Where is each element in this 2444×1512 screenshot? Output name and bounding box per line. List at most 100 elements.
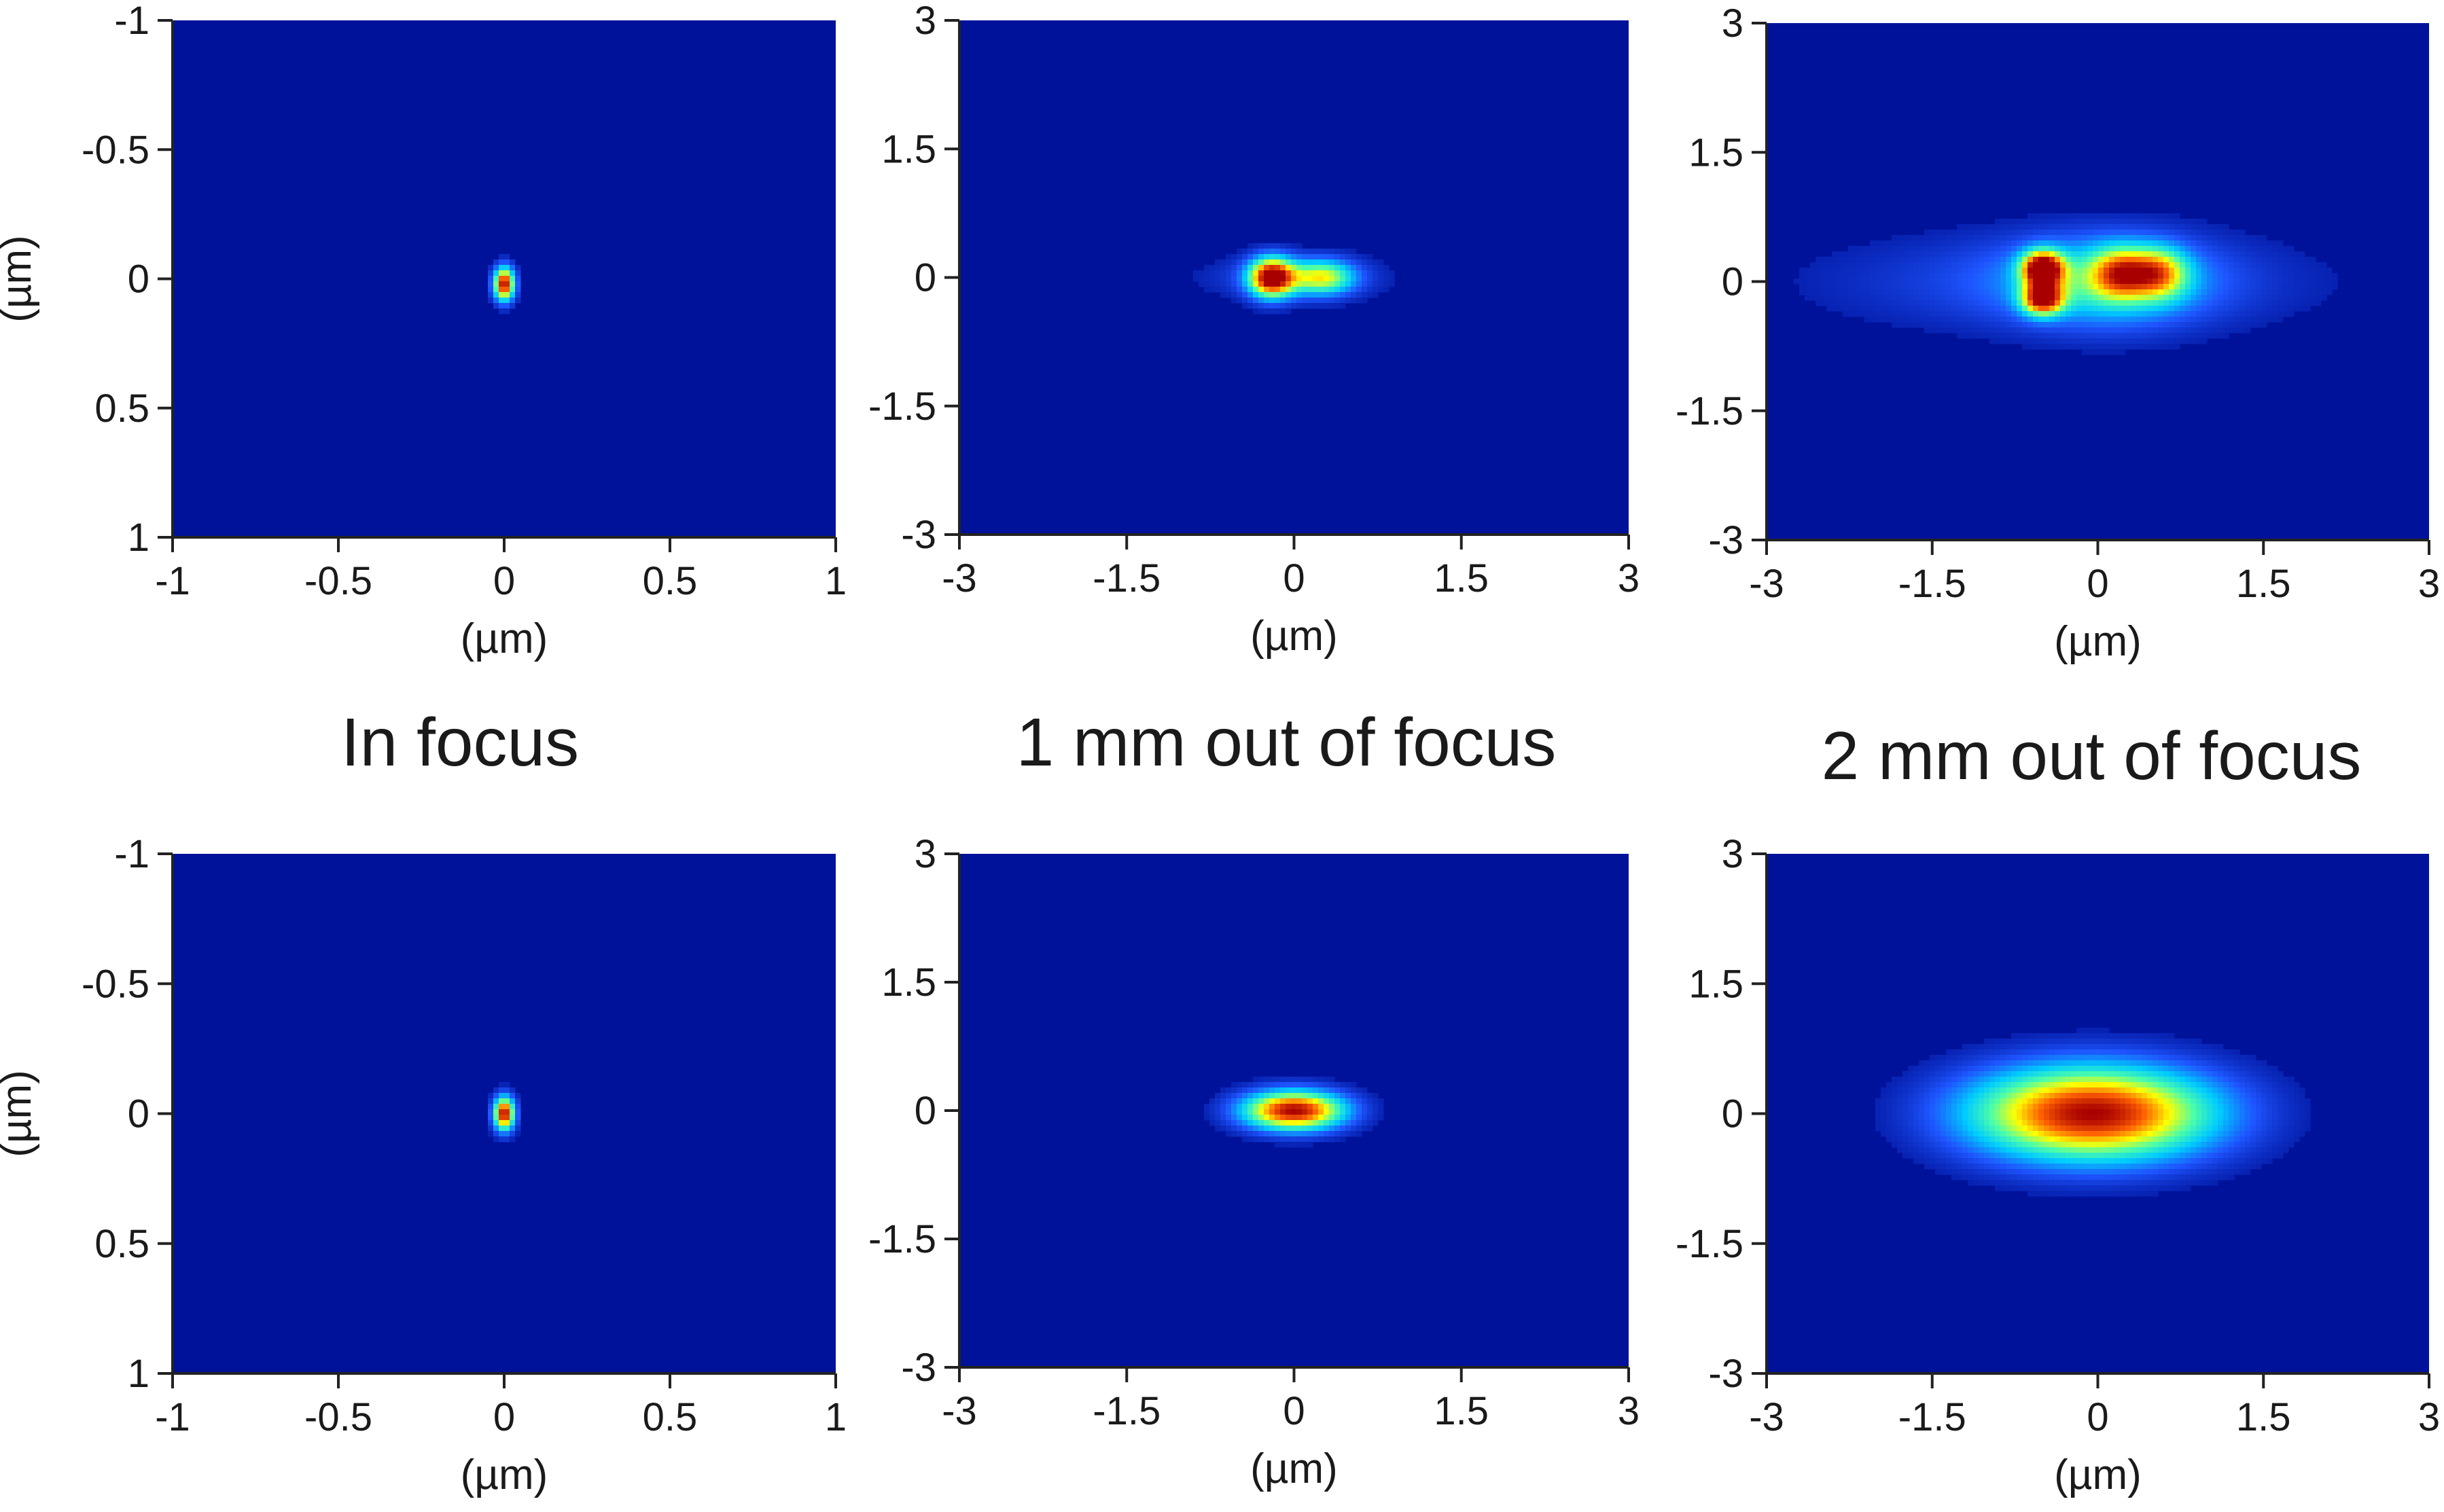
- heatmap-cell: [1886, 262, 1892, 268]
- heatmap-cell: [2011, 1104, 2017, 1110]
- heatmap-cell: [2033, 333, 2039, 339]
- heatmap-cell: [2093, 219, 2099, 225]
- heatmap-cell: [510, 1120, 516, 1126]
- heatmap-cell: [1356, 1087, 1362, 1094]
- heatmap-cell: [2299, 262, 2305, 268]
- heatmap-cell: [499, 254, 505, 260]
- heatmap-cell: [1968, 295, 1974, 301]
- heatmap-cell: [1989, 1060, 1996, 1066]
- heatmap-cell: [499, 1109, 505, 1115]
- heatmap-cell: [2180, 1136, 2186, 1142]
- heatmap-cell: [1367, 287, 1373, 293]
- heatmap-cell: [1269, 1104, 1275, 1110]
- heatmap-cell: [1864, 289, 1871, 295]
- heatmap-cell: [1989, 1109, 1996, 1115]
- heatmap-cell: [1329, 249, 1335, 255]
- heatmap-cell: [1220, 259, 1226, 266]
- heatmap-cell: [1870, 273, 1876, 279]
- heatmap-cell: [2299, 1115, 2305, 1121]
- heatmap-cell: [2104, 246, 2110, 252]
- heatmap-cell: [2261, 1087, 2267, 1094]
- heatmap-cell: [2299, 251, 2305, 257]
- heatmap-cell: [2153, 1049, 2159, 1056]
- heatmap-cell: [2147, 1077, 2153, 1083]
- heatmap-cell: [2174, 1131, 2180, 1137]
- heatmap-cell: [1318, 276, 1324, 282]
- heatmap-cell: [1886, 1104, 1892, 1110]
- heatmap-cell: [2033, 1087, 2039, 1094]
- heatmap-cell: [2120, 1142, 2126, 1148]
- heatmap-cell: [1296, 1098, 1303, 1104]
- heatmap-cell: [1854, 284, 1860, 290]
- heatmap-cell: [2125, 251, 2131, 257]
- heatmap-cell: [1356, 1131, 1362, 1137]
- heatmap-cell: [2142, 1164, 2148, 1170]
- heatmap-cell: [2022, 1055, 2028, 1061]
- heatmap-cell: [2185, 1071, 2191, 1077]
- heatmap-cell: [1286, 308, 1292, 314]
- heatmap-cell: [2147, 1060, 2153, 1066]
- heatmap-cell: [2098, 284, 2104, 290]
- heatmap-cell: [2239, 1169, 2246, 1175]
- heatmap-cell: [1973, 1044, 1979, 1050]
- heatmap-cell: [1362, 1087, 1368, 1094]
- heatmap-cell: [2196, 289, 2202, 295]
- heatmap-cell: [1340, 259, 1346, 266]
- heatmap-cell: [1313, 1120, 1319, 1126]
- heatmap-cell: [2326, 284, 2333, 290]
- heatmap-cell: [2087, 311, 2093, 317]
- heatmap-cell: [1291, 265, 1297, 271]
- heatmap-cell: [1946, 230, 1952, 236]
- heatmap-cell: [2060, 1066, 2066, 1072]
- heatmap-cell: [2174, 317, 2180, 323]
- heatmap-cell: [1984, 1087, 1990, 1094]
- heatmap-cell: [2180, 295, 2186, 301]
- heatmap-cell: [1313, 1082, 1319, 1088]
- heatmap-cell: [2163, 1077, 2170, 1083]
- heatmap-cell: [2180, 1055, 2186, 1061]
- heatmap-cell: [2038, 1142, 2044, 1148]
- heatmap-cell: [2245, 1055, 2251, 1061]
- heatmap-cell: [2066, 230, 2072, 236]
- heatmap-cell: [2158, 344, 2164, 350]
- heatmap-cell: [2033, 1164, 2039, 1170]
- heatmap-cell: [2191, 1066, 2197, 1072]
- heatmap-cell: [2267, 1115, 2273, 1121]
- heatmap-cell: [1334, 281, 1341, 287]
- heatmap-cell: [2055, 1087, 2061, 1094]
- heatmap-cell: [1962, 257, 1968, 263]
- heatmap-cell: [2294, 1120, 2300, 1126]
- heatmap-cell: [1913, 1082, 1919, 1088]
- heatmap-cell: [2125, 240, 2131, 247]
- heatmap-cell: [2125, 1131, 2131, 1137]
- heatmap-cell: [1253, 1109, 1259, 1115]
- heatmap-cell: [2169, 1120, 2175, 1126]
- heatmap-cell: [2250, 235, 2256, 241]
- heatmap-cell: [493, 1093, 499, 1099]
- heatmap-cell: [2229, 1104, 2235, 1110]
- heatmap-cell: [1881, 306, 1887, 312]
- heatmap-cell: [2136, 219, 2142, 225]
- heatmap-cell: [1908, 306, 1914, 312]
- heatmap-cell: [504, 298, 510, 304]
- heatmap-cell: [2093, 1039, 2099, 1045]
- heatmap-cell: [2272, 300, 2278, 306]
- heatmap-cell: [2180, 1147, 2186, 1153]
- heatmap-cell: [1280, 1109, 1286, 1115]
- heatmap-cell: [1816, 289, 1822, 295]
- heatmap-cell: [2038, 278, 2044, 285]
- heatmap-cell: [1962, 289, 1968, 295]
- heatmap-cell: [1329, 254, 1335, 260]
- heatmap-cell: [1345, 298, 1351, 304]
- heatmap-cell: [2267, 262, 2273, 268]
- heatmap-cell: [1930, 1055, 1936, 1061]
- heatmap-cell: [1313, 1126, 1319, 1132]
- heatmap-cell: [1345, 1109, 1351, 1115]
- heatmap-cell: [2223, 1147, 2229, 1153]
- heatmap-cell: [2098, 1185, 2104, 1191]
- heatmap-cell: [2022, 1142, 2028, 1148]
- heatmap-cell: [1313, 249, 1319, 255]
- heatmap-cell: [1362, 1120, 1368, 1126]
- heatmap-cell: [2114, 224, 2121, 230]
- heatmap-cell: [1351, 292, 1357, 298]
